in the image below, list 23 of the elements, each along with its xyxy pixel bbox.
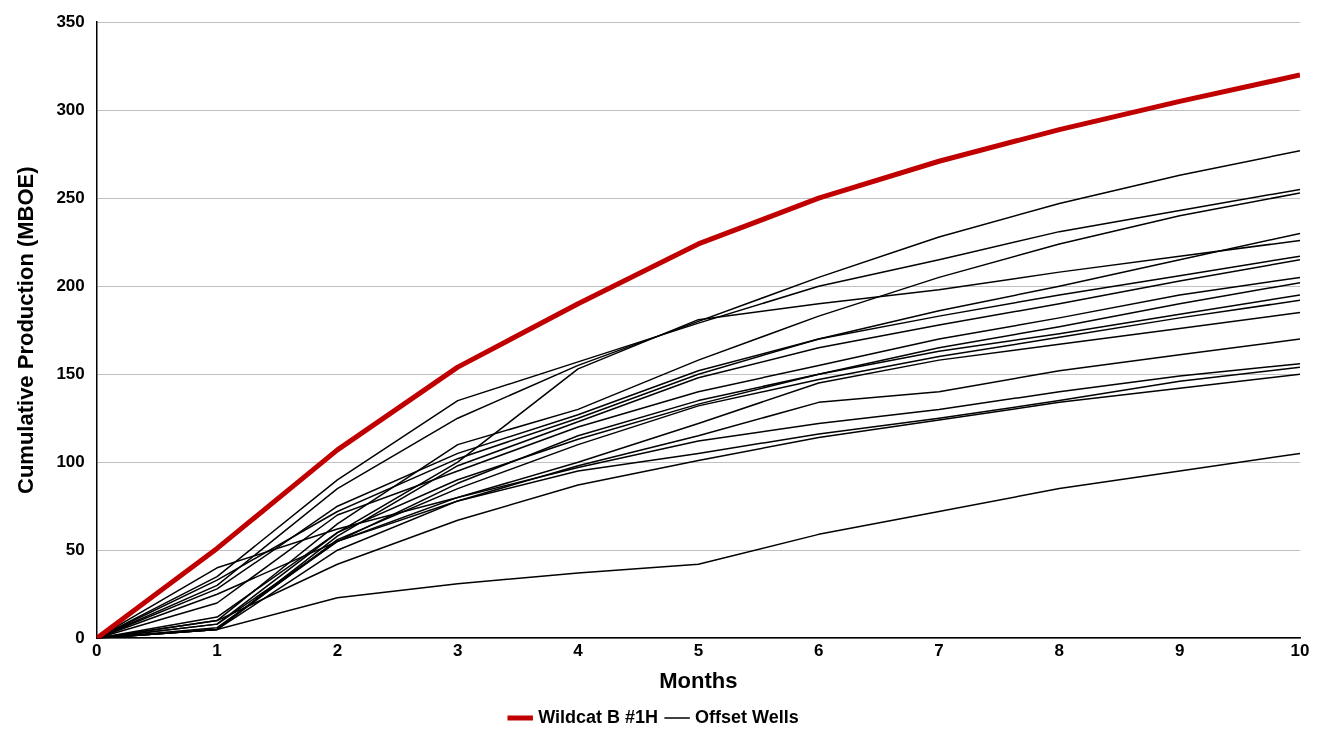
y-tick-label: 0	[75, 627, 85, 647]
x-tick-label: 0	[92, 641, 102, 661]
x-tick-label: 6	[813, 641, 824, 661]
x-tick-label: 3	[453, 641, 463, 661]
x-tick-label: 8	[1054, 641, 1065, 661]
x-tick-label: 1	[212, 641, 222, 661]
x-tick-label: 9	[1174, 641, 1185, 661]
x-axis-title: Months	[659, 667, 738, 693]
x-tick-label: 4	[573, 641, 584, 661]
y-tick-label: 350	[56, 11, 85, 31]
x-tick-label: 7	[934, 641, 944, 661]
y-tick-label: 200	[56, 275, 85, 295]
legend-label: Offset Wells	[695, 706, 799, 727]
y-tick-label: 150	[56, 363, 85, 383]
x-tick-label: 10	[1290, 641, 1310, 661]
y-tick-label: 250	[56, 187, 85, 207]
x-tick-label: 2	[332, 641, 343, 661]
y-tick-label: 100	[56, 451, 85, 471]
x-tick-label: 5	[693, 641, 704, 661]
legend-label: Wildcat B #1H	[538, 706, 659, 727]
y-tick-label: 300	[56, 99, 85, 119]
y-axis-title: Cumulative Production (MBOE)	[13, 166, 39, 494]
y-tick-label: 50	[65, 539, 85, 559]
